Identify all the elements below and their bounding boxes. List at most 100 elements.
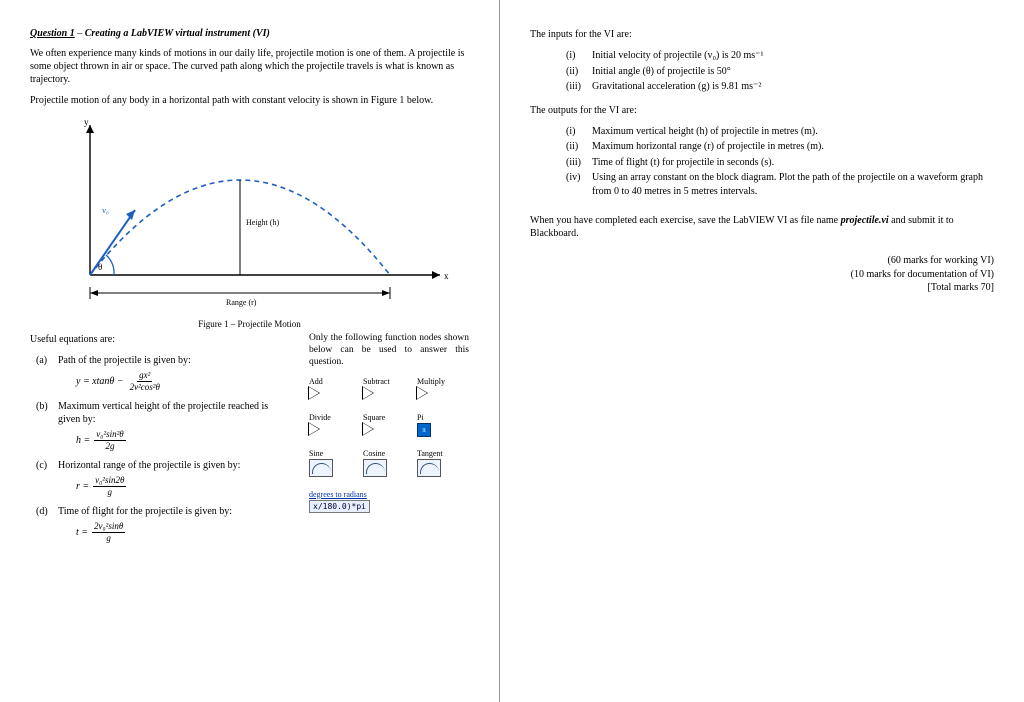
submit-filename: projectile.vi (841, 215, 889, 226)
question-title-line: Question 1 – Creating a LabVIEW virtual … (30, 28, 469, 39)
input-item: (i)Initial velocity of projectile (v₀) i… (566, 49, 994, 63)
eq-d-num: 2v₀²sinθ (92, 522, 125, 533)
node-tangent-label: Tangent (417, 449, 467, 458)
figure-1: y x v₀ θ Height (h) Range (30, 115, 469, 329)
node-multiply: Multiply (417, 377, 467, 411)
list-text: Maximum vertical height (h) of projectil… (592, 126, 818, 137)
question-dash: – (75, 28, 85, 39)
equation-c-lhs: r = (76, 480, 89, 493)
triangle-icon (363, 423, 373, 435)
projectile-figure-svg: y x v₀ θ Height (h) Range (40, 115, 460, 315)
nodes-block: Only the following function nodes shown … (309, 333, 469, 513)
node-square-label: Square (363, 413, 413, 422)
marks-line-3: [Total marks 70] (530, 281, 994, 295)
wave-icon (417, 459, 441, 477)
node-pi-label: Pi (417, 413, 467, 422)
node-tangent: Tangent (417, 449, 467, 483)
eq-a-num: gx² (137, 371, 152, 382)
list-text: Time of flight (t) for projectile in sec… (592, 157, 774, 168)
list-marker: (i) (566, 125, 590, 139)
list-marker: (iii) (566, 156, 590, 170)
list-marker: (ii) (566, 140, 590, 154)
x-axis-label: x (444, 271, 449, 281)
pi-icon: π (417, 423, 431, 437)
question-subtitle: Creating a LabVIEW virtual instrument (V… (85, 28, 270, 39)
left-column: Question 1 – Creating a LabVIEW virtual … (0, 0, 500, 702)
list-text: Initial velocity of projectile (v₀) is 2… (592, 50, 763, 61)
inputs-intro: The inputs for the VI are: (530, 28, 994, 41)
y-axis-label: y (84, 117, 89, 127)
input-item: (ii)Initial angle (θ) of projectile is 5… (566, 65, 994, 79)
list-marker: (iv) (566, 171, 590, 185)
list-text: Initial angle (θ) of projectile is 50° (592, 66, 731, 77)
v0-label: v₀ (102, 206, 109, 215)
intro-paragraph-1: We often experience many kinds of motion… (30, 47, 469, 86)
node-multiply-label: Multiply (417, 377, 467, 386)
eq-c-num: v₀²sin2θ (93, 476, 126, 487)
equation-c: (c) Horizontal range of the projectile i… (36, 459, 285, 497)
degrees-to-radians: degrees to radians x/180.0)*pi (309, 489, 469, 513)
list-text: Maximum horizontal range (r) of projecti… (592, 141, 824, 152)
input-item: (iii)Gravitational acceleration (g) is 9… (566, 80, 994, 94)
list-text: Using an array constant on the block dia… (592, 172, 983, 197)
outputs-list: (i)Maximum vertical height (h) of projec… (530, 125, 994, 199)
list-marker: (ii) (566, 65, 590, 79)
node-add-label: Add (309, 377, 359, 386)
node-divide: Divide (309, 413, 359, 447)
node-cosine: Cosine (363, 449, 413, 483)
eq-d-den: g (104, 533, 113, 543)
equation-a: (a) Path of the projectile is given by: … (36, 354, 285, 392)
inputs-list: (i)Initial velocity of projectile (v₀) i… (530, 49, 994, 94)
node-pi: Piπ (417, 413, 467, 447)
equation-b-lhs: h = (76, 434, 90, 447)
node-add: Add (309, 377, 359, 411)
marks-block: (60 marks for working VI) (10 marks for … (530, 254, 994, 295)
outputs-intro: The outputs for the VI are: (530, 104, 994, 117)
wave-icon (363, 459, 387, 477)
equation-a-lhs: y = xtanθ − (76, 375, 124, 388)
equation-a-text: Path of the projectile is given by: (58, 355, 191, 366)
triangle-icon (309, 423, 319, 435)
output-item: (ii)Maximum horizontal range (r) of proj… (566, 140, 994, 154)
node-sine: Sine (309, 449, 359, 483)
node-subtract: Subtract (363, 377, 413, 411)
triangle-icon (363, 387, 373, 399)
eq-a-den: 2v²cos²θ (128, 382, 162, 392)
node-square: Square (363, 413, 413, 447)
output-item: (i)Maximum vertical height (h) of projec… (566, 125, 994, 139)
useful-equations-intro: Useful equations are: (30, 333, 285, 346)
nodes-intro: Only the following function nodes shown … (309, 333, 469, 369)
equations-block: Useful equations are: (a) Path of the pr… (30, 333, 285, 551)
degrees-label: degrees to radians (309, 490, 367, 499)
theta-label: θ (98, 262, 102, 272)
equation-b: (b) Maximum vertical height of the proje… (36, 400, 285, 451)
degrees-formula-block: x/180.0)*pi (309, 500, 370, 513)
nodes-grid: Add Subtract Multiply Divide Square Piπ … (309, 377, 469, 483)
node-sine-label: Sine (309, 449, 359, 458)
submit-text-a: When you have completed each exercise, s… (530, 215, 841, 226)
height-label: Height (h) (246, 218, 279, 227)
eq-c-den: g (106, 487, 115, 497)
eq-b-den: 2g (103, 441, 116, 451)
figure-caption: Figure 1 – Projectile Motion (30, 319, 469, 329)
equation-d-text: Time of flight for the projectile is giv… (58, 506, 232, 517)
right-column: The inputs for the VI are: (i)Initial ve… (500, 0, 1024, 702)
equations-and-nodes: Useful equations are: (a) Path of the pr… (30, 333, 469, 551)
equation-b-text: Maximum vertical height of the projectil… (58, 401, 268, 425)
marks-line-2: (10 marks for documentation of VI) (530, 268, 994, 282)
question-label: Question 1 (30, 28, 75, 39)
triangle-icon (417, 387, 427, 399)
range-label: Range (r) (226, 298, 257, 307)
output-item: (iii)Time of flight (t) for projectile i… (566, 156, 994, 170)
page: Question 1 – Creating a LabVIEW virtual … (0, 0, 1024, 702)
equation-d-lhs: t = (76, 526, 88, 539)
equation-c-text: Horizontal range of the projectile is gi… (58, 460, 240, 471)
submit-instruction: When you have completed each exercise, s… (530, 214, 994, 240)
list-text: Gravitational acceleration (g) is 9.81 m… (592, 81, 761, 92)
eq-b-num: v₀²sin²θ (94, 430, 125, 441)
list-marker: (i) (566, 49, 590, 63)
output-item: (iv)Using an array constant on the block… (566, 171, 994, 198)
list-marker: (iii) (566, 80, 590, 94)
intro-paragraph-2: Projectile motion of any body in a horiz… (30, 94, 469, 107)
triangle-icon (309, 387, 319, 399)
